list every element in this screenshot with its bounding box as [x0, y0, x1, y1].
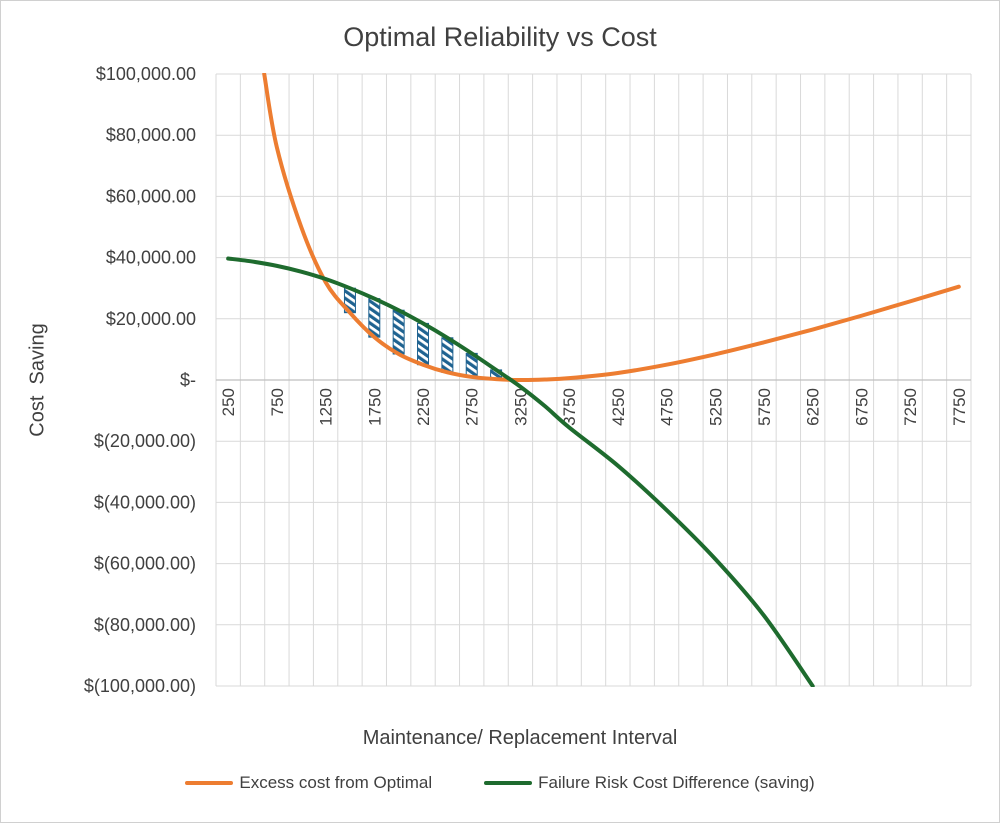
hatched-bar [441, 337, 454, 373]
chart-legend: Excess cost from Optimal Failure Risk Co… [0, 773, 1000, 793]
y-tick-label: $(20,000.00) [94, 431, 196, 451]
x-tick-label: 5250 [706, 388, 725, 426]
x-tick-label: 7750 [950, 388, 969, 426]
hatched-bar [417, 322, 430, 366]
x-tick-label: 4250 [609, 388, 628, 426]
y-tick-label: $100,000.00 [96, 64, 196, 84]
x-tick-label: 5750 [755, 388, 774, 426]
x-tick-label: 2250 [414, 388, 433, 426]
x-tick-label: 1750 [365, 388, 384, 426]
x-tick-label: 4750 [658, 388, 677, 426]
x-tick-label: 6750 [852, 388, 871, 426]
y-tick-label: $(40,000.00) [94, 492, 196, 512]
y-tick-label: $80,000.00 [106, 125, 196, 145]
x-axis-label: Maintenance/ Replacement Interval [362, 727, 678, 749]
x-tick-label: 3250 [511, 388, 530, 426]
x-tick-label: 7250 [901, 388, 920, 426]
y-tick-label: $- [180, 370, 196, 390]
x-tick-label: 750 [268, 388, 287, 416]
legend-item-excess-cost: Excess cost from Optimal [185, 773, 432, 793]
x-tick-label: 250 [219, 388, 238, 416]
x-tick-label: 2750 [463, 388, 482, 426]
y-tick-label: $60,000.00 [106, 186, 196, 206]
legend-swatch-excess-cost [185, 781, 234, 785]
x-tick-label: 6250 [804, 388, 823, 426]
x-tick-label: 3750 [560, 388, 579, 426]
y-tick-label: $(60,000.00) [94, 554, 196, 574]
y-tick-label: $20,000.00 [106, 309, 196, 329]
y-tick-label: $40,000.00 [106, 248, 196, 268]
y-tick-label: $(100,000.00) [84, 676, 196, 696]
legend-label-failure-risk: Failure Risk Cost Difference (saving) [538, 773, 815, 792]
legend-swatch-failure-risk [484, 781, 533, 785]
series-line-excess-cost [262, 73, 961, 383]
y-axis-label: Cost Saving [26, 323, 49, 437]
y-tick-label: $(80,000.00) [94, 615, 196, 635]
legend-item-failure-risk: Failure Risk Cost Difference (saving) [484, 773, 815, 793]
hatched-bar [392, 309, 405, 355]
legend-label-excess-cost: Excess cost from Optimal [239, 773, 433, 792]
chart-title: Optimal Reliability vs Cost [343, 22, 657, 52]
x-tick-label: 1250 [317, 388, 336, 426]
series-line-failure-risk [226, 256, 815, 687]
